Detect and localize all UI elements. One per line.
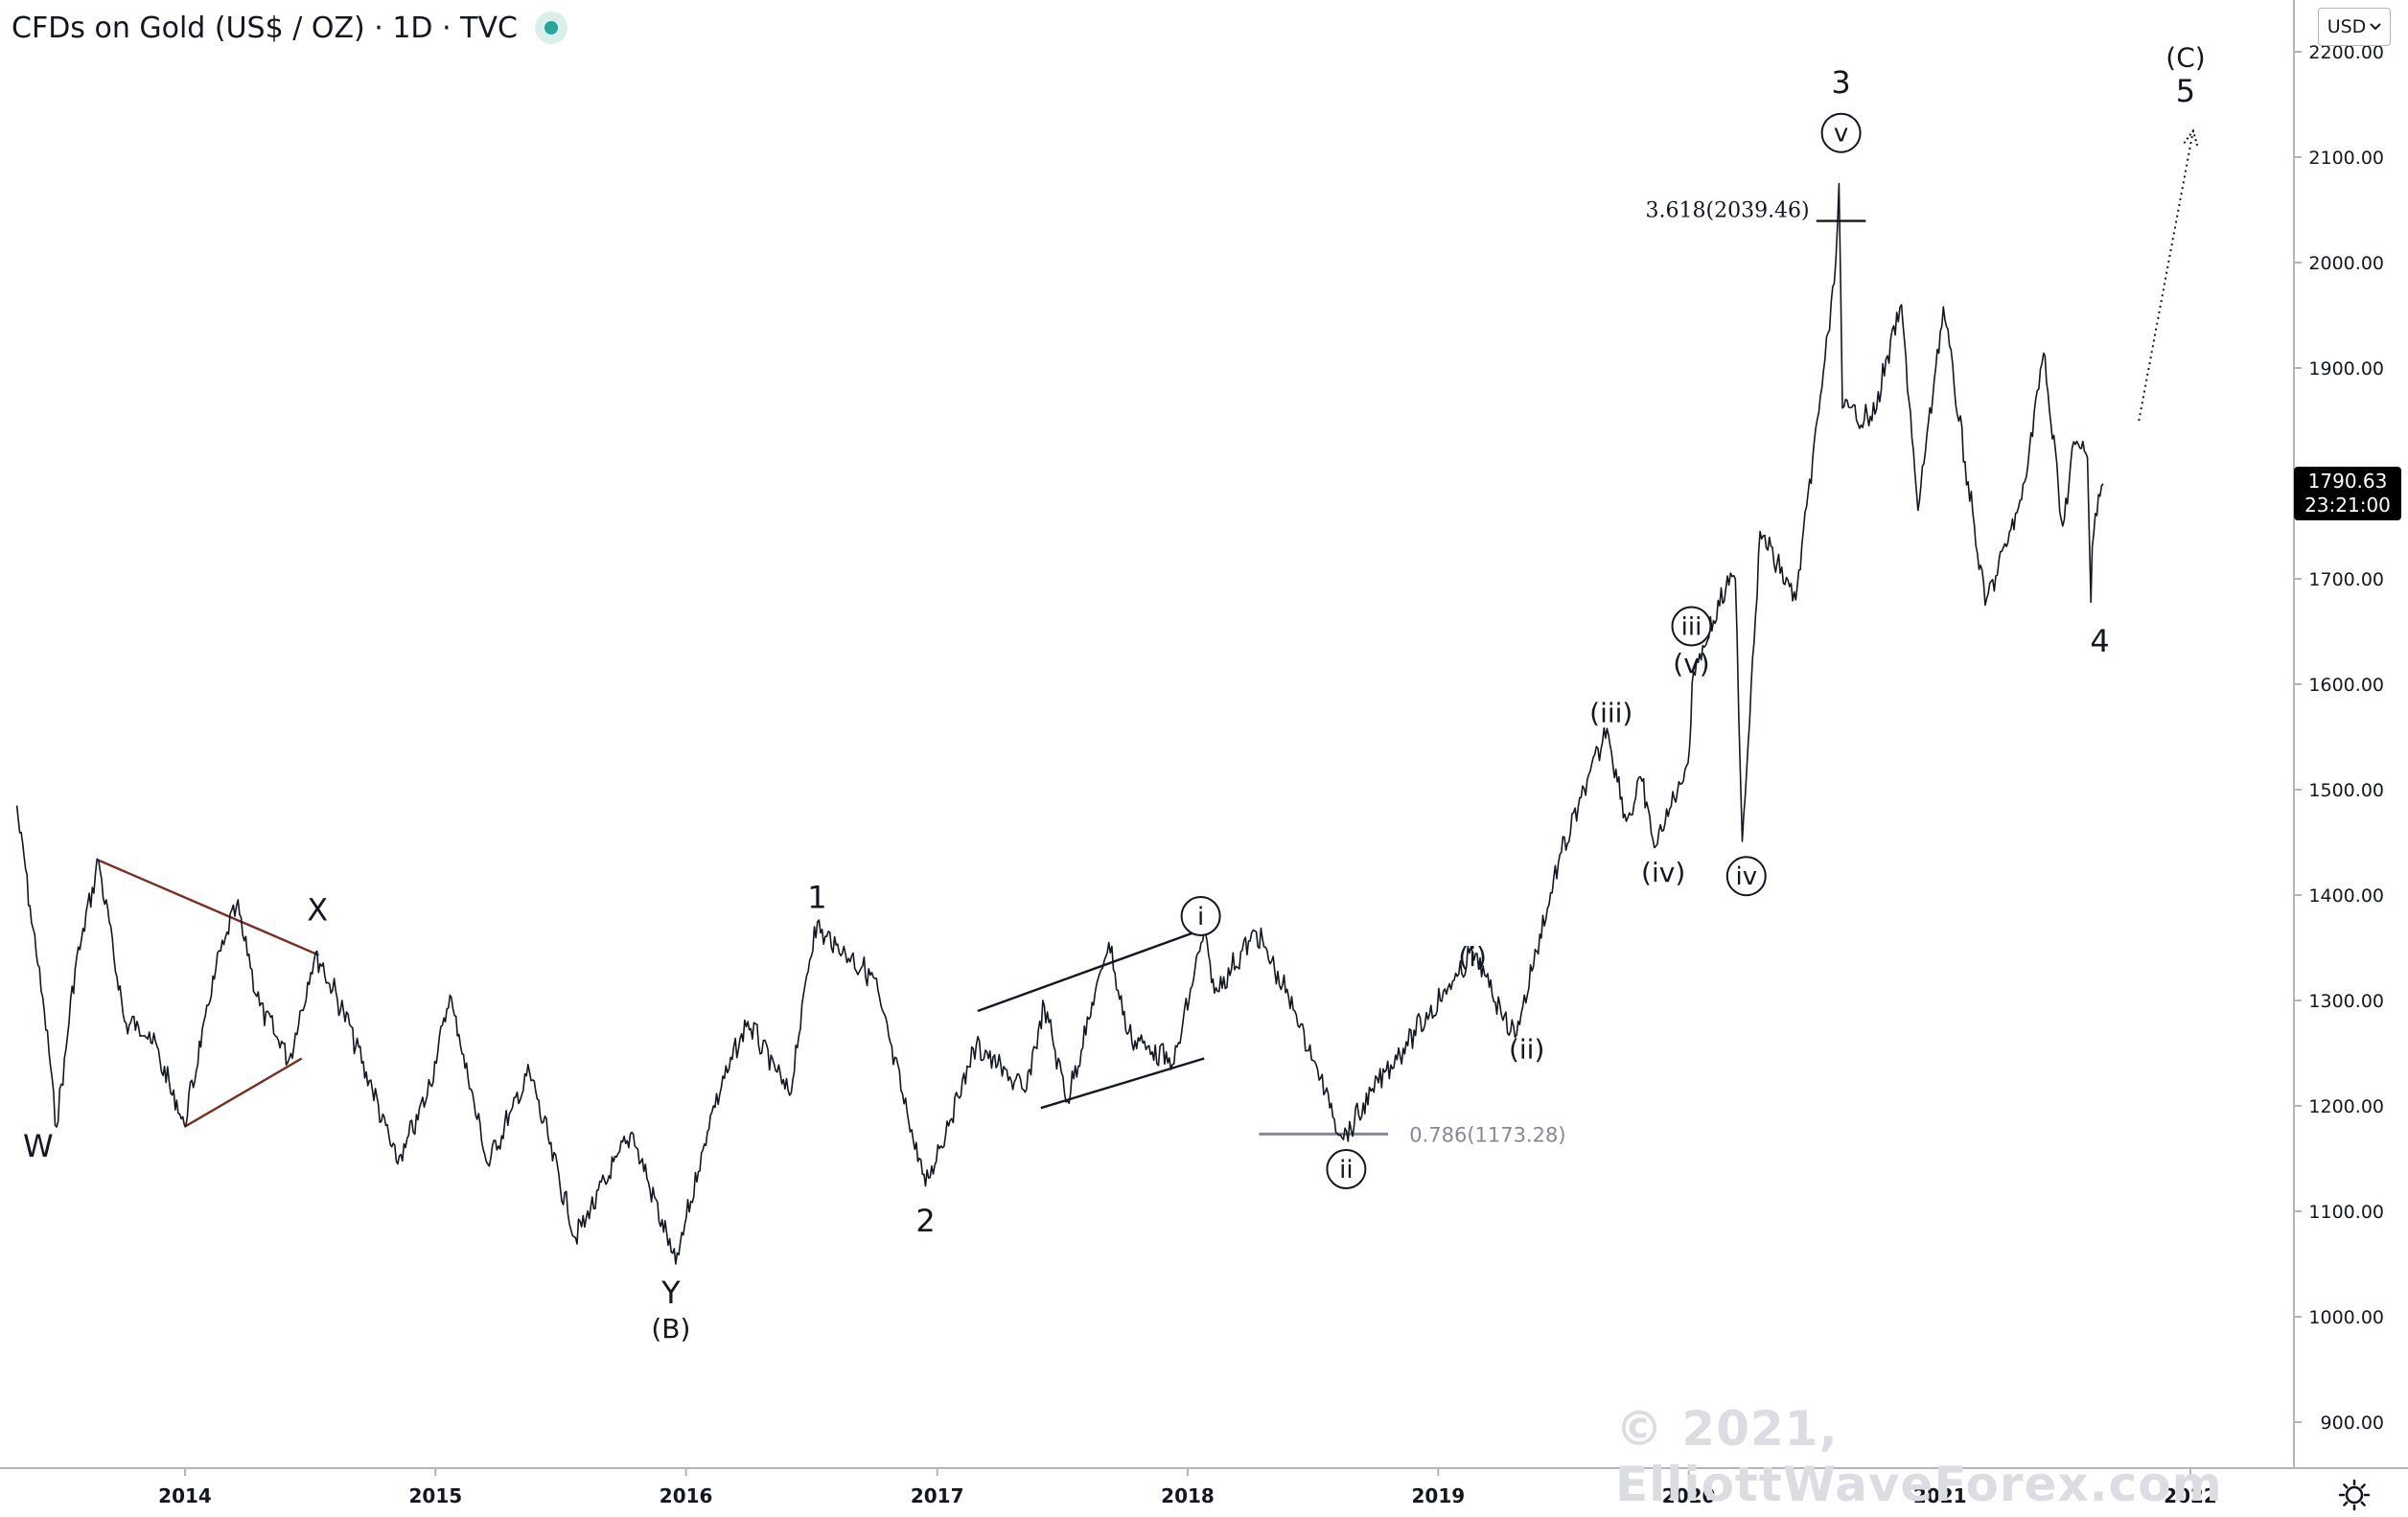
wave-label-18: 5 — [2176, 73, 2195, 109]
trend-lines — [98, 128, 2199, 1136]
wave-label-4: 1 — [807, 879, 826, 915]
wave-label-0: W — [23, 1128, 54, 1164]
x-tick-label-5: 2019 — [1411, 1484, 1465, 1507]
y-tick-label-6: 1500.00 — [2308, 780, 2384, 801]
trend-line-2 — [977, 928, 1205, 1013]
wave-labels: WXY(B)12iii(i)(ii)(iii)(iv)(v)iiiivv345(… — [23, 42, 2206, 1345]
wave-circle-13 — [1671, 606, 1712, 647]
fib-retracement-label: 0.786(1173.28) — [1409, 1123, 1565, 1146]
last-price-label: 1790.63 23:21:00 — [2294, 467, 2401, 520]
last-price-value: 1790.63 — [2307, 470, 2388, 493]
wave-label-10: (iii) — [1589, 698, 1632, 729]
wave-label-17: 4 — [2090, 623, 2109, 659]
price-series — [15, 182, 2104, 1265]
x-tick-label-0: 2014 — [158, 1484, 212, 1507]
y-tick-label-5: 1400.00 — [2308, 885, 2384, 907]
wave-label-5: 2 — [915, 1203, 935, 1239]
bar-countdown: 23:21:00 — [2304, 494, 2391, 517]
wave-label-1: X — [307, 892, 328, 929]
wave-circle-14 — [1725, 856, 1767, 897]
wave-label-14: iv — [1735, 862, 1757, 891]
y-tick-label-2: 1100.00 — [2308, 1202, 2384, 1223]
wave-label-6: i — [1197, 903, 1204, 931]
projection-arrow-head — [2183, 128, 2199, 147]
wave-label-12: (v) — [1673, 648, 1709, 679]
x-tick-label-6: 2020 — [1662, 1484, 1716, 1507]
projection-arrow — [2138, 130, 2194, 422]
wave-label-3: (B) — [651, 1313, 690, 1345]
x-tick-label-7: 2021 — [1913, 1484, 1967, 1507]
wave-label-13: iii — [1681, 613, 1702, 642]
x-tick-label-8: 2022 — [2164, 1484, 2217, 1507]
y-tick-label-7: 1600.00 — [2308, 675, 2384, 696]
wave-circle-15 — [1820, 112, 1862, 153]
y-tick-label-12: 2100.00 — [2308, 148, 2384, 169]
currency-selector[interactable]: USD — [2318, 8, 2391, 46]
fib-extension-label: 3.618(2039.46) — [1646, 199, 1810, 223]
watermark: © 2021, ElliottWaveForex.com — [1615, 1401, 2223, 1512]
chevron-down-icon — [2370, 23, 2382, 31]
wave-circle-6 — [1180, 896, 1221, 936]
wave-label-15: v — [1834, 120, 1848, 149]
wave-label-16: 3 — [1831, 64, 1850, 101]
y-tick-label-4: 1300.00 — [2308, 991, 2384, 1012]
gear-icon[interactable] — [2337, 1478, 2372, 1512]
x-tick-label-1: 2015 — [408, 1484, 462, 1507]
currency-label: USD — [2327, 16, 2367, 37]
x-tick-label-4: 2018 — [1161, 1484, 1215, 1507]
wave-label-11: (iv) — [1641, 857, 1685, 888]
y-tick-label-13: 2200.00 — [2308, 42, 2384, 63]
wave-label-9: (ii) — [1509, 1034, 1544, 1066]
y-tick-label-3: 1200.00 — [2308, 1096, 2384, 1117]
x-tick-label-2: 2016 — [660, 1484, 713, 1507]
wave-label-8: (i) — [1458, 941, 1487, 973]
y-tick-label-10: 1900.00 — [2308, 358, 2384, 379]
wave-label-19: (C) — [2165, 42, 2205, 74]
price-line — [15, 182, 2104, 1265]
chart-header: CFDs on Gold (US$ / OZ) · 1D · TVC — [12, 6, 567, 50]
x-tick-label-3: 2017 — [911, 1484, 964, 1507]
trend-line-0 — [98, 859, 320, 956]
y-tick-label-0: 900.00 — [2321, 1413, 2384, 1434]
trend-line-3 — [1040, 1057, 1205, 1110]
y-tick-label-8: 1700.00 — [2308, 569, 2384, 590]
trend-line-1 — [183, 1057, 303, 1129]
y-tick-label-11: 2000.00 — [2308, 253, 2384, 274]
wave-label-7: ii — [1339, 1156, 1353, 1184]
wave-circle-7 — [1326, 1149, 1367, 1189]
y-tick-label-1: 1000.00 — [2308, 1307, 2384, 1328]
wave-label-2: Y — [660, 1275, 681, 1311]
market-status-icon — [534, 11, 567, 44]
symbol-title[interactable]: CFDs on Gold (US$ / OZ) · 1D · TVC — [12, 11, 518, 45]
annotations: 3.618(2039.46) 0.786(1173.28) — [1409, 199, 1809, 1147]
